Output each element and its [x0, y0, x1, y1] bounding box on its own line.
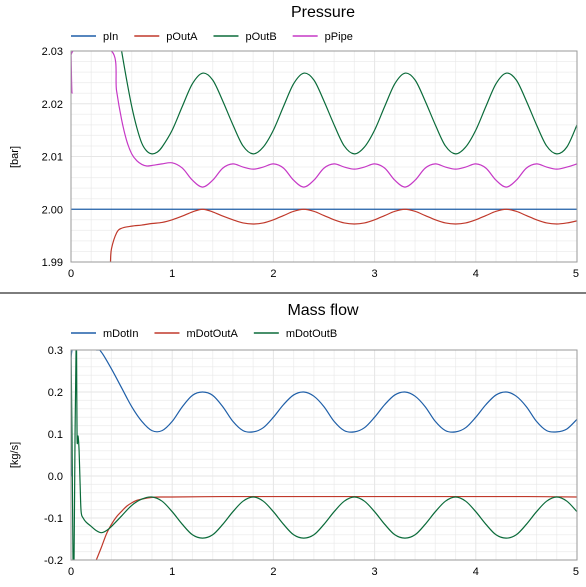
pressure-grid [70, 50, 578, 263]
mass-flow-title: Mass flow [287, 302, 359, 319]
mass-flow-plot-frame [70, 349, 578, 561]
pressure-legend-label: pOutA [166, 31, 198, 43]
pressure-x-ticks: 0 1 2 3 4 5 [68, 268, 579, 280]
mass-flow-y-tick-label: -0.1 [44, 513, 63, 525]
mass-flow-legend-label: mDotIn [103, 328, 138, 340]
mass-flow-y-tick-label: 0.0 [48, 471, 63, 483]
pressure-title: Pressure [291, 4, 355, 21]
mass-flow-series-mDotOutA [95, 495, 577, 560]
mass-flow-x-tick-label: 3 [372, 566, 378, 578]
mass-flow-legend-label: mDotOutB [286, 328, 337, 340]
pressure-y-tick-label: 1.99 [42, 257, 63, 269]
mass-flow-y-tick-label: 0.1 [48, 429, 63, 441]
mass-flow-x-ticks: 0 1 2 3 4 5 [68, 566, 579, 578]
pressure-y-tick-label: 2.01 [42, 152, 63, 164]
pressure-legend-label: pOutB [245, 31, 276, 43]
mass-flow-series [71, 350, 577, 560]
pressure-plot-frame [70, 50, 578, 263]
pressure-x-tick-label: 0 [68, 268, 74, 280]
mass-flow-series-mDotIn [71, 350, 577, 477]
pressure-legend-label: pPipe [325, 31, 353, 43]
mass-flow-y-tick-label: 0.2 [48, 387, 63, 399]
pressure-y-label: [bar] [9, 146, 21, 168]
pressure-y-ticks: 1.99 2.00 2.01 2.02 2.03 [42, 46, 63, 269]
pressure-series-pOutA [109, 208, 577, 262]
pressure-x-tick-label: 4 [473, 268, 479, 280]
mass-flow-x-tick-label: 4 [473, 566, 479, 578]
pressure-panel: Pressure pIn pOutA pOutB pPipe 1.99 2.00 2.01… [9, 4, 579, 280]
pressure-x-tick-label: 2 [270, 268, 276, 280]
mass-flow-series-mDotOutB [71, 350, 577, 560]
mass-flow-panel: Mass flow mDotIn mDotOutA mDotOutB -0.2-0.… [9, 302, 579, 578]
pressure-series-pOutB [121, 51, 577, 155]
mass-flow-x-tick-label: 1 [169, 566, 175, 578]
pressure-y-tick-label: 2.02 [42, 99, 63, 111]
pressure-legend-label: pIn [103, 31, 118, 43]
mass-flow-grid [70, 349, 578, 561]
mass-flow-x-tick-label: 5 [573, 566, 579, 578]
pressure-series [71, 51, 577, 262]
mass-flow-x-tick-label: 2 [270, 566, 276, 578]
mass-flow-y-tick-label: -0.2 [44, 555, 63, 567]
pressure-y-tick-label: 2.03 [42, 46, 63, 58]
mass-flow-x-tick-label: 0 [68, 566, 74, 578]
mass-flow-y-tick-label: 0.3 [48, 345, 63, 357]
mass-flow-legend: mDotIn mDotOutA mDotOutB [71, 328, 337, 340]
pressure-legend: pIn pOutA pOutB pPipe [71, 31, 353, 43]
pressure-y-tick-label: 2.00 [42, 204, 63, 216]
mass-flow-y-label: [kg/s] [9, 442, 21, 468]
pressure-series-pPipe [71, 51, 577, 188]
mass-flow-legend-label: mDotOutA [186, 328, 238, 340]
pressure-x-tick-label: 1 [169, 268, 175, 280]
mass-flow-y-ticks: -0.2 -0.1 0.0 0.1 0.2 0.3 [44, 345, 63, 567]
pressure-x-tick-label: 3 [372, 268, 378, 280]
pressure-x-tick-label: 5 [573, 268, 579, 280]
